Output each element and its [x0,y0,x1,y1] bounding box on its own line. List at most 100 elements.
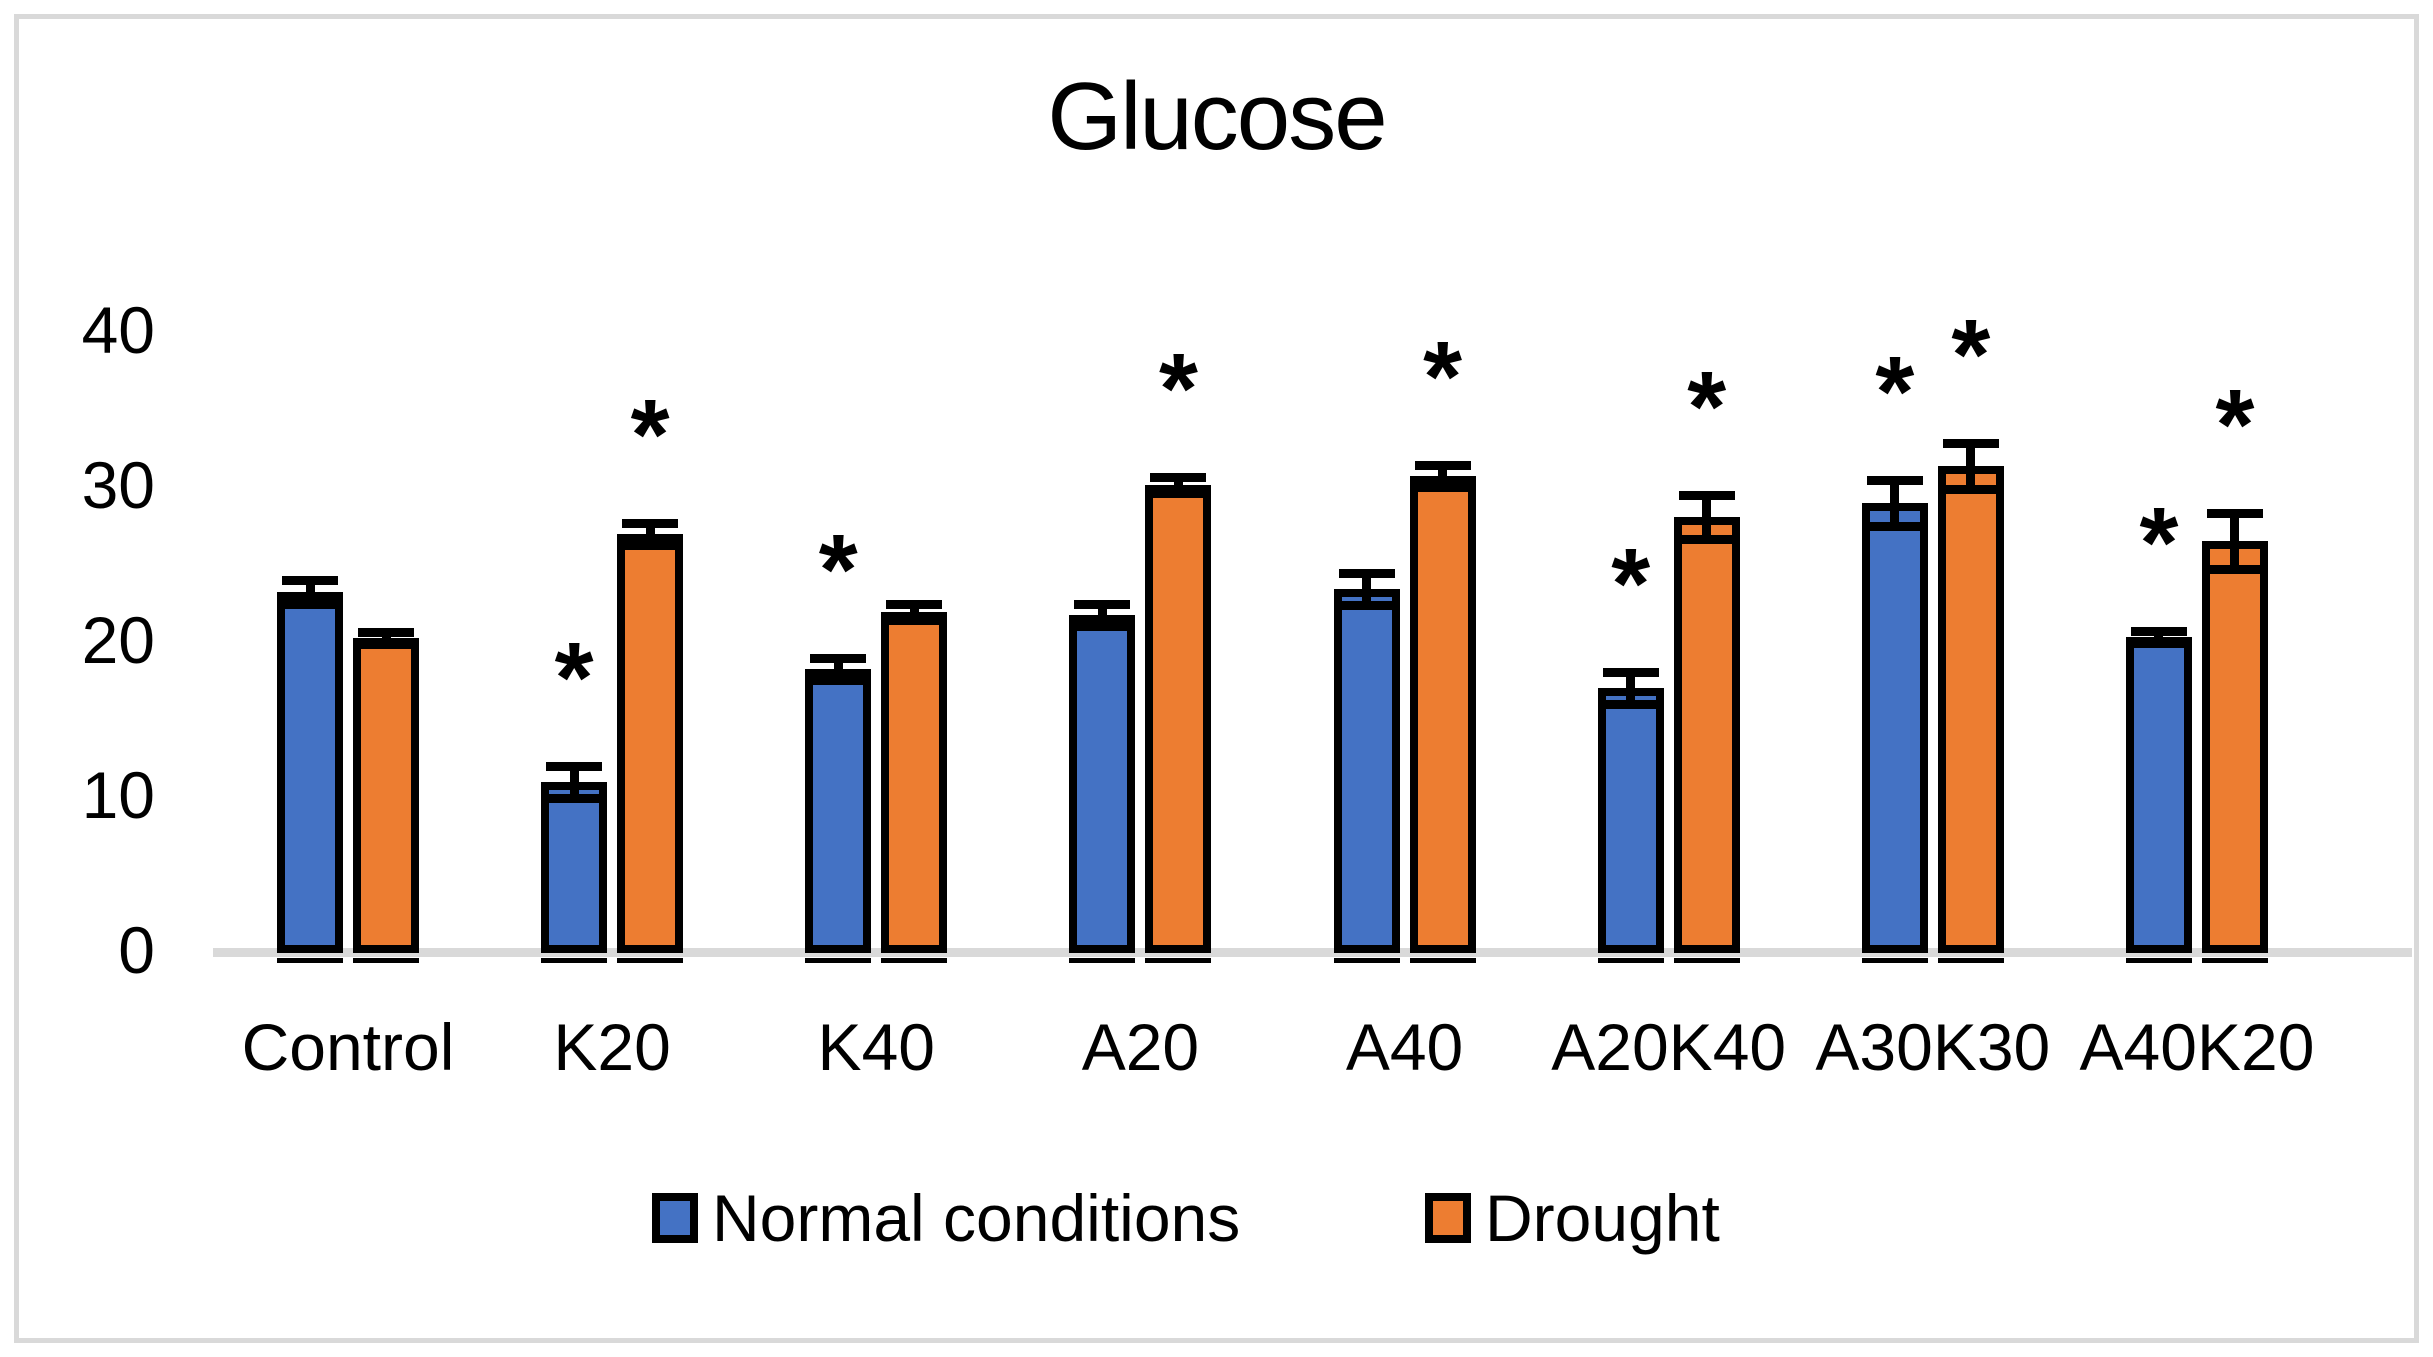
error-bar-cap-bottom [2206,564,2263,574]
error-bar-cap-top [1942,438,1999,448]
significance-star: * [630,379,670,491]
bar-base-tick [353,958,419,963]
error-bar-cap-top [1678,490,1735,500]
significance-star: * [1687,351,1727,463]
x-tick-label: A40K20 [2079,1010,2315,1084]
y-tick-label: 10 [81,758,155,832]
error-bar-cap-top [546,761,603,771]
bar-base-tick [1597,958,1664,963]
bar-normal-conditions-a30k30 [1861,503,1928,953]
error-bar-cap-bottom [358,639,414,649]
bar-base-tick [1937,958,2004,963]
error-bar-line [833,658,843,680]
bar-base-tick [541,958,608,963]
error-bar-line [305,580,315,604]
legend-swatch-drought [1425,1193,1471,1243]
error-bar-cap-top [1074,599,1131,609]
error-bar-cap-top [810,653,867,663]
y-tick-label: 20 [81,603,155,677]
error-bar-cap-bottom [1074,621,1131,631]
error-bar-cap-bottom [2130,638,2187,648]
x-axis-line [213,948,2412,957]
error-bar-cap-bottom [810,675,867,685]
significance-star: * [1423,321,1462,433]
significance-star: * [1158,333,1198,445]
bar-base-tick [1409,958,1476,963]
error-bar-line [909,604,919,620]
significance-star: * [1611,528,1651,640]
error-bar-cap-top [2130,626,2187,636]
legend-item-normal-conditions: Normal conditions [652,1181,1241,1255]
x-tick-label: Control [241,1010,455,1084]
x-tick-label: A20 [1081,1010,1200,1084]
significance-star: * [1875,336,1915,448]
bar-base-tick [277,958,343,963]
bar-drought-a20k40 [1673,517,1740,953]
bar-drought-a40 [1409,476,1476,953]
bar-base-tick [2201,958,2268,963]
bar-base-tick [1069,958,1136,963]
error-bar-cap-top [1150,472,1207,482]
bar-normal-conditions-a20 [1069,615,1136,953]
y-tick-label: 30 [81,448,155,522]
bar-normal-conditions-a40 [1333,589,1400,953]
error-bar-cap-top [1602,667,1659,677]
bar-base-tick [1673,958,1740,963]
bar-drought-k40 [881,612,948,953]
error-bar-cap-bottom [1150,488,1207,498]
error-bar-cap-bottom [1338,600,1395,610]
error-bar-cap-top [358,627,414,637]
chart-title: Glucose [1047,63,1387,170]
y-tick-label: 40 [81,293,155,367]
bar-drought-a40k20 [2201,541,2268,953]
error-bar-line [1097,604,1107,626]
bar-base-tick [617,958,684,963]
bar-base-tick [1333,958,1400,963]
error-bar-cap-top [282,575,338,585]
significance-star: * [554,622,594,734]
bar-drought-a30k30 [1937,466,2004,953]
bar-drought-control [353,638,419,953]
y-tick-label: 0 [118,913,155,987]
error-bar-line [1702,495,1712,539]
bar-base-tick [881,958,948,963]
bar-drought-k20 [617,534,684,953]
error-bar-line [381,632,391,644]
legend-label-drought: Drought [1485,1181,1720,1255]
error-bar-cap-bottom [282,599,338,609]
error-bar-line [1173,477,1183,493]
bar-normal-conditions-k20 [541,782,608,953]
error-bar-cap-bottom [1678,534,1735,544]
legend-label-normal-conditions: Normal conditions [712,1181,1241,1255]
bar-base-tick [2125,958,2192,963]
error-bar-line [645,523,655,545]
error-bar-cap-bottom [1866,521,1923,531]
error-bar-line [1438,465,1448,487]
error-bar-cap-bottom [622,540,679,550]
error-bar-line [1890,480,1900,526]
error-bar-cap-bottom [1942,484,1999,494]
error-bar-cap-top [2206,508,2263,518]
error-bar-line [1362,573,1372,605]
error-bar-cap-top [886,599,943,609]
error-bar-cap-bottom [1414,482,1471,492]
x-tick-label: A40 [1345,1010,1464,1084]
error-bar-cap-top [1338,568,1395,578]
legend-item-drought: Drought [1425,1181,1720,1255]
significance-star: * [1951,299,1991,411]
significance-star: * [2139,487,2179,599]
bar-normal-conditions-k40 [805,669,872,953]
error-bar-cap-bottom [886,615,943,625]
error-bar-line [1966,443,1976,489]
bar-normal-conditions-a20k40 [1597,688,1664,953]
error-bar-cap-top [1414,460,1471,470]
significance-star: * [818,514,858,626]
x-tick-label: A20K40 [1551,1010,1787,1084]
error-bar-cap-bottom [546,793,603,803]
error-bar-line [1626,672,1636,704]
error-bar-line [2230,513,2240,569]
x-tick-label: K40 [817,1010,935,1084]
legend-swatch-normal-conditions [652,1193,698,1243]
error-bar-cap-bottom [1602,699,1659,709]
